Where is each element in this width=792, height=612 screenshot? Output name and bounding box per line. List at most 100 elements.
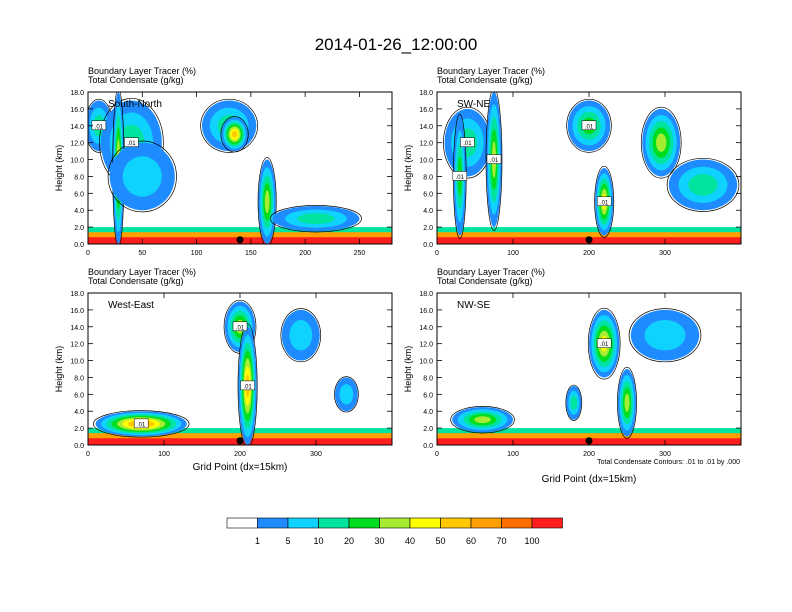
condensate-contour xyxy=(617,366,637,439)
x-tick-label: 300 xyxy=(659,451,671,458)
condensate-contour xyxy=(566,98,612,153)
y-tick-label: 14.0 xyxy=(419,124,433,131)
y-tick-label: 0.0 xyxy=(423,443,433,450)
colorbar-swatch xyxy=(318,517,350,529)
colorbar-label: 30 xyxy=(374,536,384,546)
y-tick-label: 18.0 xyxy=(70,90,84,97)
condensate-contour xyxy=(666,157,740,212)
y-tick-label: 0.0 xyxy=(423,242,433,249)
condensate-contour xyxy=(270,205,362,233)
y-tick-label: 14.0 xyxy=(70,325,84,332)
colorbar-swatch xyxy=(257,517,289,529)
colorbar-swatch xyxy=(287,517,319,529)
panel-caption-condensate: Total Condensate (g/kg) xyxy=(88,276,184,286)
x-axis-label: Grid Point (dx=15km) xyxy=(193,462,288,473)
x-axis-label: Grid Point (dx=15km) xyxy=(542,474,637,485)
y-tick-label: 12.0 xyxy=(70,141,84,148)
contour-label-box xyxy=(124,137,139,147)
x-tick-label: 100 xyxy=(191,250,203,257)
y-axis-label: Height (km) xyxy=(54,145,64,192)
colorbar-swatch xyxy=(531,517,563,529)
tracer-blob-4 xyxy=(570,395,578,411)
x-tick-label: 200 xyxy=(234,451,246,458)
tracer-blob-4 xyxy=(339,384,354,405)
panel-west-east: .01 .01 .01 Boundary Layer Tracer (%)Total … xyxy=(54,267,393,473)
condensate-contour xyxy=(334,376,359,413)
condensate-contour xyxy=(280,308,322,363)
tracer-blob-7 xyxy=(297,213,335,225)
y-tick-label: 10.0 xyxy=(419,359,433,366)
y-tick-label: 4.0 xyxy=(423,208,433,215)
y-tick-label: 12.0 xyxy=(70,342,84,349)
x-tick-label: 100 xyxy=(507,451,519,458)
panel-caption-condensate: Total Condensate (g/kg) xyxy=(88,75,184,85)
panel-sw-ne: .01 .01 .01 .01 .01 Boundary Layer Tracer (%)… xyxy=(403,66,742,257)
y-tick-label: 0.0 xyxy=(74,242,84,249)
condensate-contour xyxy=(628,308,702,363)
x-tick-label: 100 xyxy=(158,451,170,458)
contour-label-box xyxy=(596,338,612,348)
contour-label: .01 xyxy=(456,175,465,181)
tracer-blob-1 xyxy=(644,320,686,351)
x-tick-label: 150 xyxy=(245,250,257,257)
x-tick-label: 200 xyxy=(583,250,595,257)
colorbar-swatch xyxy=(470,517,502,529)
y-axis-label: Height (km) xyxy=(403,346,413,393)
y-tick-label: 16.0 xyxy=(70,107,84,114)
tracer-blob-6 xyxy=(264,190,270,214)
y-tick-label: 16.0 xyxy=(419,107,433,114)
colorbar-label: 40 xyxy=(405,536,415,546)
y-tick-label: 18.0 xyxy=(419,291,433,298)
plot-frame xyxy=(87,91,393,245)
tracer-blob-6 xyxy=(688,174,718,196)
contour-label-box xyxy=(232,321,248,332)
colorbar-swatch xyxy=(379,517,411,529)
panel-caption-tracer: Boundary Layer Tracer (%) xyxy=(437,267,545,277)
y-tick-label: 16.0 xyxy=(70,308,84,315)
y-tick-label: 12.0 xyxy=(419,141,433,148)
x-tick-label: 100 xyxy=(507,250,519,257)
y-tick-label: 8.0 xyxy=(423,174,433,181)
colorbar-label: 1 xyxy=(255,536,260,546)
contour-label: .01 xyxy=(236,325,245,331)
x-tick-label: 250 xyxy=(354,250,366,257)
y-tick-label: 10.0 xyxy=(70,158,84,165)
contour-label: .01 xyxy=(137,422,146,428)
y-tick-label: 2.0 xyxy=(74,426,84,433)
contour-label-box xyxy=(240,380,255,391)
colorbar-swatch xyxy=(409,517,441,529)
location-marker xyxy=(236,236,244,244)
contour-label: .01 xyxy=(243,384,252,390)
y-tick-label: 10.0 xyxy=(70,359,84,366)
y-tick-label: 4.0 xyxy=(74,208,84,215)
y-tick-label: 4.0 xyxy=(423,409,433,416)
colorbar-label: 20 xyxy=(344,536,354,546)
y-tick-label: 2.0 xyxy=(74,225,84,232)
condensate-contour xyxy=(237,323,258,445)
condensate-contour xyxy=(450,406,515,434)
tracer-blob-5 xyxy=(656,133,667,152)
colorbar: 1 5 10 20 30 40 50 60 70 100 xyxy=(226,517,563,546)
tracer-field: .01 .01 .01 xyxy=(88,299,392,445)
colorbar-label: 60 xyxy=(466,536,476,546)
colorbar-label: 50 xyxy=(435,536,445,546)
condensate-contour xyxy=(587,307,621,380)
contour-label: .01 xyxy=(127,141,136,147)
y-tick-label: 8.0 xyxy=(74,174,84,181)
contour-label-box xyxy=(581,120,597,131)
x-tick-label: 200 xyxy=(583,451,595,458)
y-tick-label: 6.0 xyxy=(423,392,433,399)
condensate-contour xyxy=(220,116,249,153)
y-tick-label: 18.0 xyxy=(70,291,84,298)
x-tick-label: 0 xyxy=(86,451,90,458)
condensate-contour xyxy=(565,384,583,421)
x-tick-label: 300 xyxy=(310,451,322,458)
colorbar-label: 5 xyxy=(285,536,290,546)
figure-title: 2014-01-26_12:00:00 xyxy=(315,35,478,54)
colorbar-swatch xyxy=(226,517,258,529)
y-tick-label: 16.0 xyxy=(419,308,433,315)
contour-label: .01 xyxy=(600,200,609,206)
panel-caption-tracer: Boundary Layer Tracer (%) xyxy=(88,66,196,76)
